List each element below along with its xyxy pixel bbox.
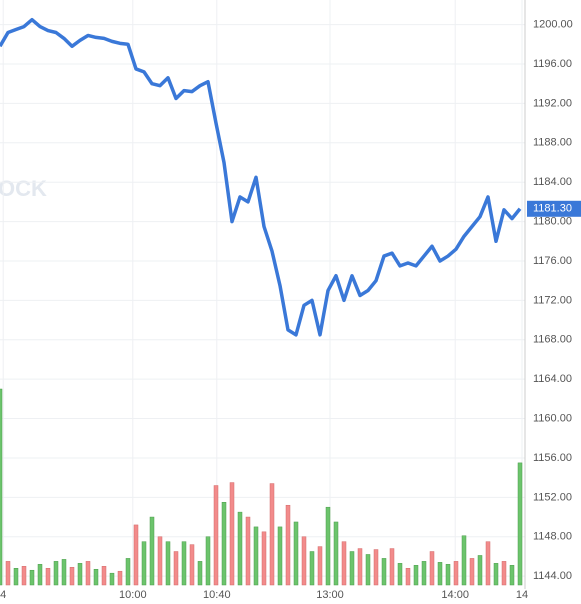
y-tick-label: 1164.00 bbox=[533, 373, 572, 385]
volume-bar bbox=[341, 541, 347, 586]
x-tick-label: 10:40 bbox=[203, 589, 231, 601]
last-price-label: 1181.30 bbox=[533, 203, 572, 215]
x-tick-label: 14 bbox=[516, 589, 528, 601]
volume-bar bbox=[213, 485, 219, 586]
volume-bar bbox=[373, 549, 379, 586]
volume-bar bbox=[21, 566, 27, 586]
volume-bar bbox=[277, 526, 283, 586]
y-tick-label: 1180.00 bbox=[533, 215, 572, 227]
watermark: OCK bbox=[0, 176, 47, 201]
price-line bbox=[0, 17, 522, 337]
volume-bar bbox=[101, 566, 107, 586]
volume-bar bbox=[501, 561, 507, 586]
volume-bar bbox=[181, 541, 187, 586]
x-tick-label: 4 bbox=[0, 589, 6, 601]
volume-bar bbox=[509, 565, 515, 586]
y-tick-label: 1144.00 bbox=[533, 570, 572, 582]
volume-bar bbox=[141, 541, 147, 586]
volume-bar bbox=[13, 568, 19, 586]
volume-bar bbox=[349, 551, 355, 586]
volume-bar bbox=[461, 535, 467, 586]
volume-bar bbox=[53, 561, 59, 586]
volume-bar bbox=[301, 536, 307, 586]
volume-bar bbox=[165, 541, 171, 586]
volume-bar bbox=[437, 562, 443, 586]
volume-bar bbox=[517, 462, 523, 586]
volume-bar bbox=[109, 572, 115, 586]
volume-bar bbox=[221, 502, 227, 586]
volume-bar bbox=[173, 551, 179, 586]
volume-bar bbox=[197, 561, 203, 586]
x-tick-label: 13:00 bbox=[316, 589, 344, 601]
volume-bar bbox=[253, 526, 259, 586]
volume-bar bbox=[421, 561, 427, 586]
volume-bar bbox=[245, 516, 251, 586]
volume-bar bbox=[205, 536, 211, 586]
volume-bar bbox=[261, 531, 267, 586]
volume-bar bbox=[333, 521, 339, 586]
y-tick-label: 1148.00 bbox=[533, 531, 572, 543]
volume-bar bbox=[37, 564, 43, 586]
volume-bar bbox=[237, 511, 243, 586]
volume-bar bbox=[77, 563, 83, 586]
volume-bar bbox=[357, 548, 363, 586]
volume-bar bbox=[485, 541, 491, 586]
y-tick-label: 1192.00 bbox=[533, 97, 572, 109]
volume-bar bbox=[5, 561, 11, 586]
y-tick-label: 1172.00 bbox=[533, 294, 572, 306]
volume-bar bbox=[365, 554, 371, 586]
volume-bar bbox=[61, 559, 67, 586]
y-tick-label: 1168.00 bbox=[533, 334, 572, 346]
volume-bar bbox=[477, 555, 483, 586]
y-tick-label: 1152.00 bbox=[533, 491, 572, 503]
volume-bar bbox=[0, 388, 3, 586]
volume-bar bbox=[229, 482, 235, 586]
volume-bar bbox=[125, 558, 131, 586]
volume-bar bbox=[453, 561, 459, 586]
y-tick-label: 1176.00 bbox=[533, 255, 572, 267]
volume-bar bbox=[293, 521, 299, 586]
volume-bar bbox=[405, 568, 411, 586]
y-tick-label: 1160.00 bbox=[533, 412, 572, 424]
volume-bar bbox=[93, 568, 99, 586]
volume-bar bbox=[29, 569, 35, 586]
volume-bar bbox=[45, 568, 51, 586]
y-tick-label: 1184.00 bbox=[533, 176, 572, 188]
volume-bar bbox=[469, 558, 475, 586]
volume-bar bbox=[493, 563, 499, 586]
volume-bar bbox=[309, 551, 315, 586]
volume-bar bbox=[69, 567, 75, 586]
volume-bar bbox=[149, 516, 155, 586]
volume-bar bbox=[85, 561, 91, 586]
y-tick-label: 1196.00 bbox=[533, 58, 572, 70]
x-tick-label: 14:00 bbox=[441, 589, 469, 601]
volume-bar bbox=[397, 563, 403, 586]
y-tick-label: 1188.00 bbox=[533, 137, 572, 149]
volume-bar bbox=[269, 483, 275, 586]
y-tick-label: 1156.00 bbox=[533, 452, 572, 464]
x-tick-label: 10:00 bbox=[119, 589, 147, 601]
volume-bar bbox=[325, 506, 331, 586]
volume-bar bbox=[157, 536, 163, 586]
volume-bar bbox=[317, 546, 323, 586]
volume-bar bbox=[429, 551, 435, 586]
volume-bar bbox=[285, 504, 291, 586]
y-tick-label: 1200.00 bbox=[533, 19, 573, 31]
last-price-box bbox=[527, 200, 581, 217]
volume-bar bbox=[117, 570, 123, 586]
volume-bar bbox=[133, 524, 139, 586]
volume-bar bbox=[389, 548, 395, 586]
volume-bar bbox=[381, 558, 387, 586]
volume-bar bbox=[189, 544, 195, 586]
volume-bar bbox=[445, 564, 451, 586]
volume-bar bbox=[413, 565, 419, 586]
